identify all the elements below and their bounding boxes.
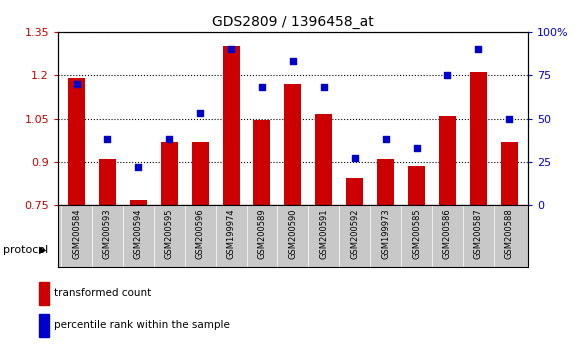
Text: GSM199974: GSM199974 xyxy=(227,209,235,259)
Text: GSM200592: GSM200592 xyxy=(350,209,359,259)
Text: sham: sham xyxy=(124,244,153,254)
Text: osteoarthritic ipsilateral: osteoarthritic ipsilateral xyxy=(385,244,510,254)
Bar xyxy=(316,114,332,205)
Bar xyxy=(39,314,49,337)
Bar xyxy=(408,166,425,205)
Text: GSM200595: GSM200595 xyxy=(165,209,174,259)
Point xyxy=(505,116,514,121)
Bar xyxy=(377,159,394,205)
Text: GSM200593: GSM200593 xyxy=(103,209,112,259)
Bar xyxy=(130,200,147,205)
Point xyxy=(288,58,298,64)
Bar xyxy=(284,84,302,205)
FancyBboxPatch shape xyxy=(370,234,525,266)
Bar xyxy=(501,142,518,205)
Text: GSM199973: GSM199973 xyxy=(381,209,390,259)
Bar xyxy=(439,116,456,205)
Bar xyxy=(191,142,209,205)
Point xyxy=(195,110,205,116)
Text: GSM200591: GSM200591 xyxy=(320,209,328,259)
Title: GDS2809 / 1396458_at: GDS2809 / 1396458_at xyxy=(212,16,374,29)
Text: GSM200588: GSM200588 xyxy=(505,209,514,259)
Text: GSM200590: GSM200590 xyxy=(288,209,298,259)
Point xyxy=(474,46,483,52)
Point xyxy=(72,81,81,87)
Text: normal contralateral: normal contralateral xyxy=(240,244,346,254)
Point xyxy=(103,137,112,142)
Point xyxy=(226,46,235,52)
Bar xyxy=(161,142,177,205)
Text: GSM200586: GSM200586 xyxy=(443,209,452,259)
Point xyxy=(258,85,267,90)
FancyBboxPatch shape xyxy=(61,234,216,266)
Bar xyxy=(99,159,116,205)
Bar xyxy=(39,282,49,305)
Text: transformed count: transformed count xyxy=(54,288,151,298)
Bar xyxy=(68,78,85,205)
Point xyxy=(165,137,174,142)
Text: GSM200585: GSM200585 xyxy=(412,209,421,259)
Bar xyxy=(223,46,240,205)
Text: protocol: protocol xyxy=(3,245,48,255)
Text: ▶: ▶ xyxy=(39,245,46,255)
Bar xyxy=(346,178,363,205)
FancyBboxPatch shape xyxy=(216,234,370,266)
Text: GSM200587: GSM200587 xyxy=(474,209,483,259)
Point xyxy=(381,137,390,142)
Text: percentile rank within the sample: percentile rank within the sample xyxy=(54,320,230,330)
Point xyxy=(134,164,143,170)
Bar xyxy=(470,72,487,205)
Bar xyxy=(253,120,270,205)
Text: GSM200589: GSM200589 xyxy=(258,209,266,259)
Text: GSM200594: GSM200594 xyxy=(134,209,143,259)
Text: GSM200596: GSM200596 xyxy=(195,209,205,259)
Text: GSM200584: GSM200584 xyxy=(72,209,81,259)
Point xyxy=(319,85,328,90)
Point xyxy=(412,145,421,151)
Point xyxy=(350,156,360,161)
Point xyxy=(443,73,452,78)
